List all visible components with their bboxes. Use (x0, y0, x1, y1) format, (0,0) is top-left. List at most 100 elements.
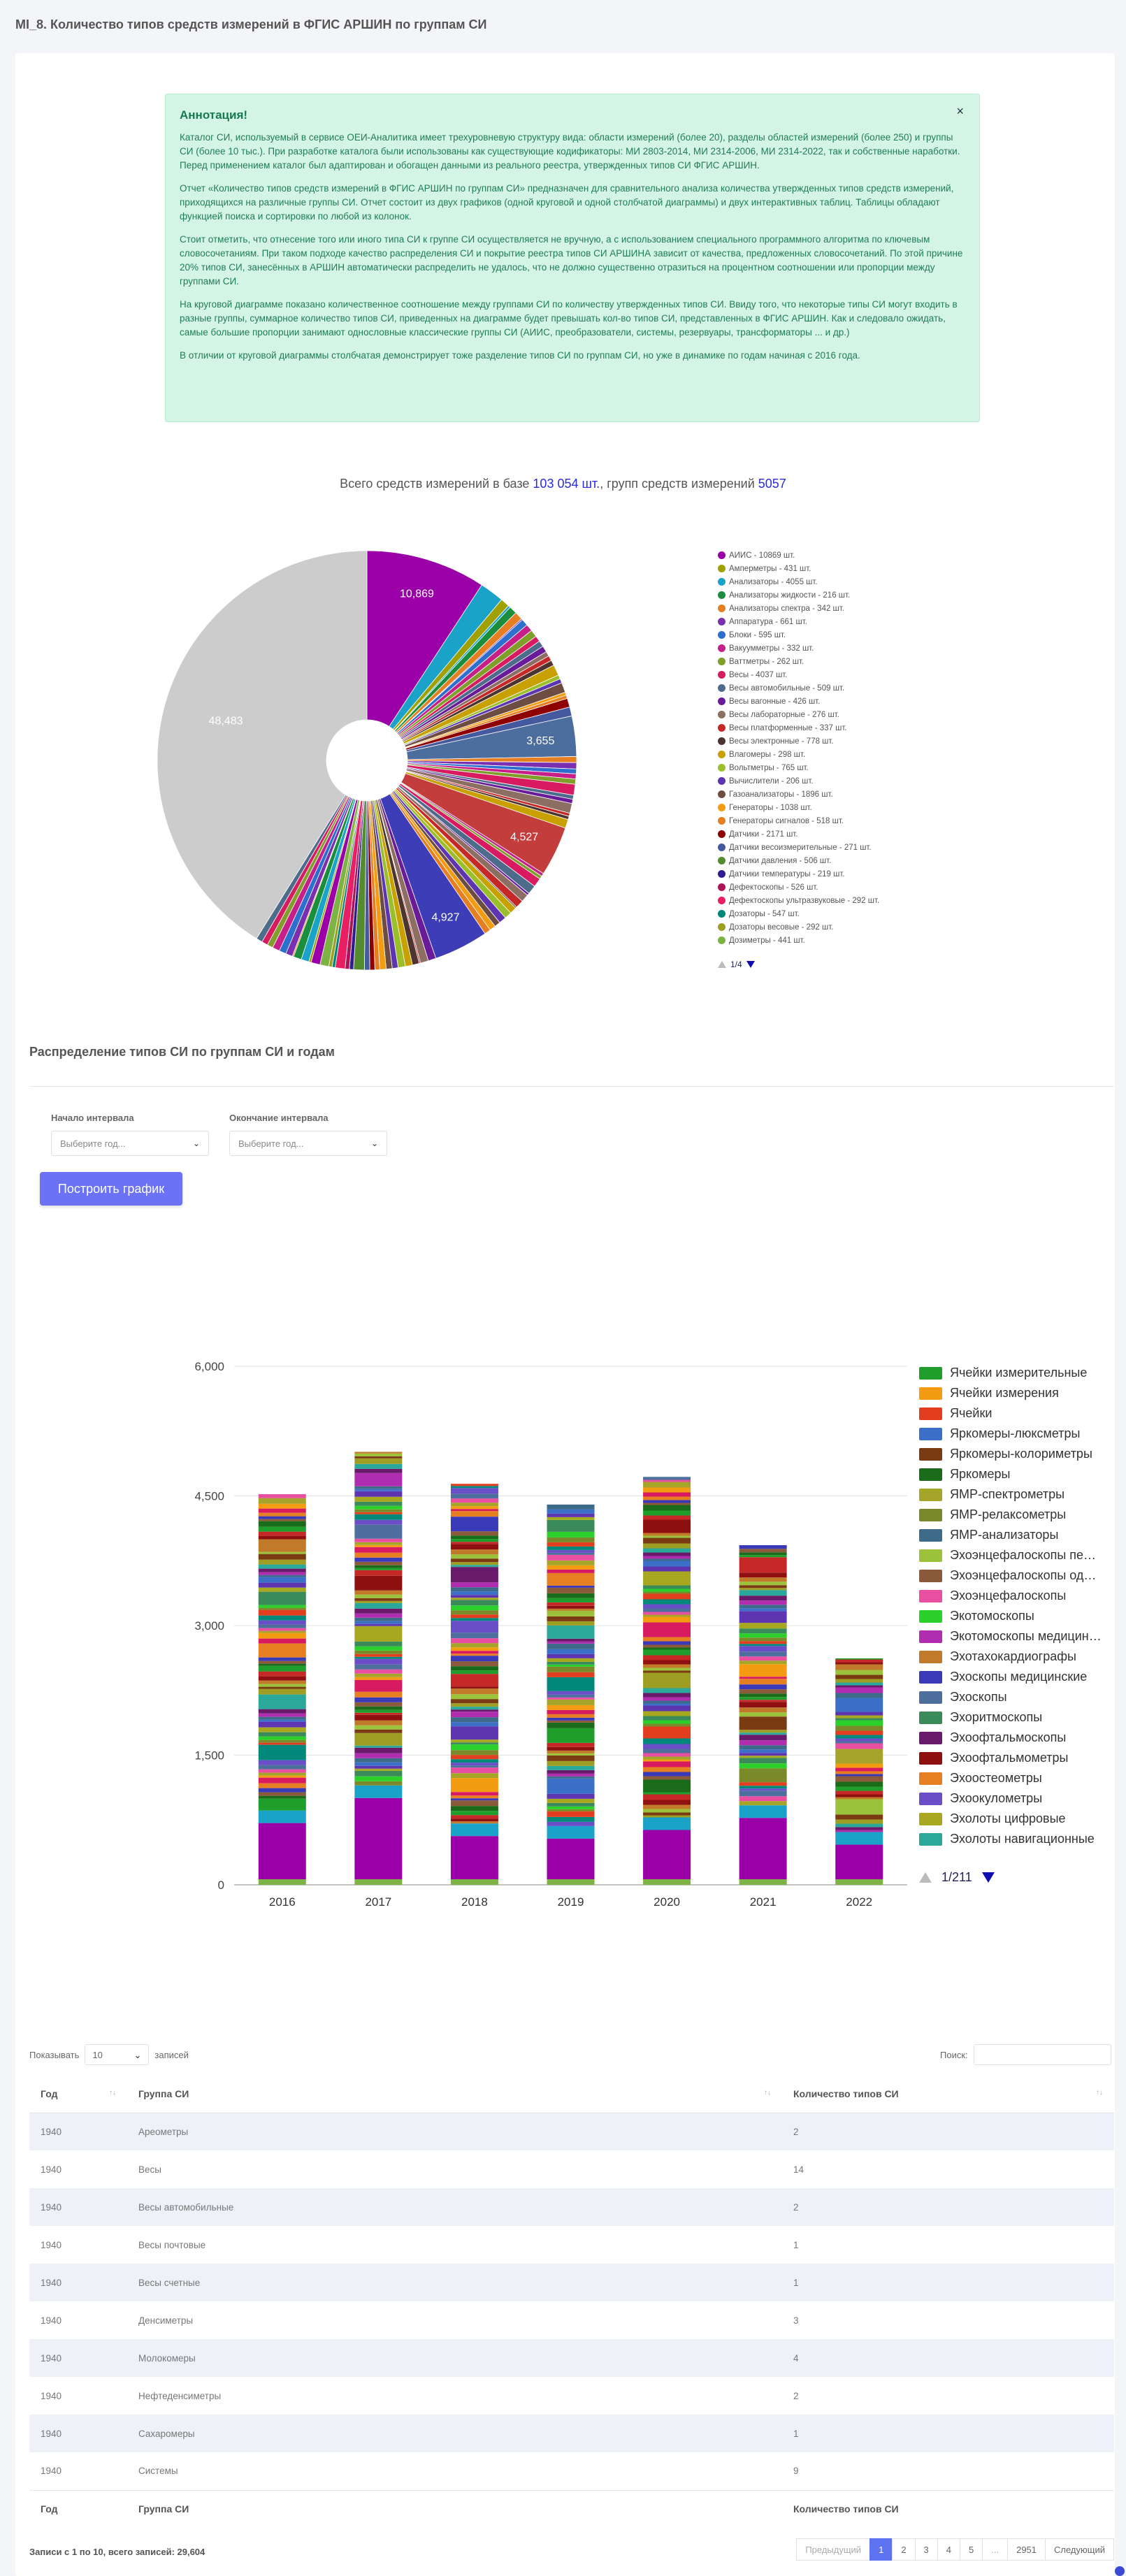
bar-legend-item[interactable]: Эхоостеометры (919, 1768, 1102, 1788)
bar-segment[interactable] (450, 1595, 498, 1598)
bar-segment[interactable] (450, 1717, 498, 1723)
page-button[interactable]: 4 (937, 2538, 961, 2561)
bar-segment[interactable] (450, 1699, 498, 1704)
bar-segment[interactable] (258, 1792, 306, 1796)
bar-segment[interactable] (547, 1753, 595, 1756)
bar-segment[interactable] (643, 1612, 691, 1615)
bar-segment[interactable] (643, 1697, 691, 1701)
bar-segment[interactable] (643, 1667, 691, 1671)
bar-segment[interactable] (354, 1747, 403, 1753)
bar-segment[interactable] (643, 1830, 691, 1879)
bar-segment[interactable] (354, 1598, 403, 1601)
bar-segment[interactable] (258, 1615, 306, 1621)
bar-segment[interactable] (835, 1771, 883, 1774)
bar-segment[interactable] (258, 1577, 306, 1583)
bar-segment[interactable] (739, 1693, 787, 1698)
bar-segment[interactable] (547, 1879, 595, 1885)
bar-segment[interactable] (354, 1552, 403, 1558)
bar-stack[interactable] (258, 1494, 306, 1885)
bar-segment[interactable] (643, 1591, 691, 1594)
pie-legend-item[interactable]: Датчики давления - 506 шт. (718, 854, 879, 867)
bar-segment[interactable] (547, 1672, 595, 1677)
bar-segment[interactable] (739, 1756, 787, 1758)
bar-segment[interactable] (835, 1698, 883, 1712)
bar-segment[interactable] (354, 1453, 403, 1456)
bar-segment[interactable] (354, 1570, 403, 1576)
bar-segment[interactable] (835, 1743, 883, 1749)
bar-segment[interactable] (643, 1804, 691, 1809)
bar-legend-item[interactable]: Эхоофтальмометры (919, 1748, 1102, 1768)
bar-segment[interactable] (258, 1620, 306, 1625)
bar-segment[interactable] (258, 1721, 306, 1728)
bar-segment[interactable] (258, 1575, 306, 1577)
bar-segment[interactable] (450, 1498, 498, 1503)
bar-segment[interactable] (643, 1585, 691, 1589)
bar-segment[interactable] (643, 1688, 691, 1693)
bar-segment[interactable] (258, 1643, 306, 1658)
bar-segment[interactable] (643, 1519, 691, 1533)
bar-segment[interactable] (547, 1569, 595, 1573)
bar-segment[interactable] (739, 1753, 787, 1756)
bar-segment[interactable] (354, 1472, 403, 1486)
bar-segment[interactable] (643, 1616, 691, 1623)
bar-stack[interactable] (354, 1452, 403, 1885)
pie-legend-item[interactable]: Весы - 4037 шт. (718, 668, 879, 681)
bar-segment[interactable] (450, 1605, 498, 1611)
bar-segment[interactable] (835, 1712, 883, 1716)
bar-segment[interactable] (547, 1542, 595, 1547)
bar-segment[interactable] (354, 1542, 403, 1545)
bar-segment[interactable] (643, 1792, 691, 1795)
bar-legend-item[interactable]: Эхоскопы медицинские (919, 1667, 1102, 1687)
bar-segment[interactable] (739, 1605, 787, 1609)
bar-stack[interactable] (835, 1658, 883, 1885)
bar-segment[interactable] (450, 1707, 498, 1710)
bar-segment[interactable] (354, 1501, 403, 1506)
bar-segment[interactable] (354, 1797, 403, 1879)
bar-segment[interactable] (354, 1613, 403, 1618)
bar-segment[interactable] (354, 1608, 403, 1614)
bar-segment[interactable] (547, 1598, 595, 1602)
bar-segment[interactable] (547, 1605, 595, 1609)
bar-segment[interactable] (835, 1738, 883, 1742)
pie-legend-item[interactable]: Дозаторы - 547 шт. (718, 907, 879, 920)
bar-segment[interactable] (450, 1773, 498, 1779)
pie-legend-item[interactable]: Генераторы - 1038 шт. (718, 801, 879, 814)
bar-segment[interactable] (354, 1650, 403, 1654)
bar-segment[interactable] (547, 1509, 595, 1514)
bar-segment[interactable] (835, 1730, 883, 1735)
bar-segment[interactable] (643, 1660, 691, 1665)
bar-segment[interactable] (835, 1844, 883, 1879)
bar-segment[interactable] (739, 1788, 787, 1791)
bar-segment[interactable] (739, 1707, 787, 1713)
bar-segment[interactable] (739, 1572, 787, 1578)
bar-segment[interactable] (354, 1697, 403, 1702)
bar-segment[interactable] (547, 1537, 595, 1542)
bar-segment[interactable] (643, 1776, 691, 1780)
bar-segment[interactable] (354, 1709, 403, 1713)
bar-segment[interactable] (547, 1755, 595, 1761)
bar-segment[interactable] (547, 1664, 595, 1667)
bar-segment[interactable] (354, 1575, 403, 1591)
bar-segment[interactable] (258, 1665, 306, 1672)
bar-segment[interactable] (547, 1765, 595, 1770)
bar-segment[interactable] (547, 1560, 595, 1565)
arrow-down-icon[interactable] (981, 1872, 995, 1883)
bar-segment[interactable] (643, 1879, 691, 1885)
bar-segment[interactable] (450, 1591, 498, 1595)
bar-segment[interactable] (547, 1517, 595, 1520)
scroll-top-icon[interactable] (1115, 2566, 1125, 2576)
bar-segment[interactable] (450, 1694, 498, 1700)
bar-segment[interactable] (258, 1719, 306, 1722)
bar-segment[interactable] (739, 1689, 787, 1694)
bar-segment[interactable] (739, 1577, 787, 1582)
bar-segment[interactable] (258, 1772, 306, 1776)
bar-segment[interactable] (450, 1765, 498, 1768)
bar-segment[interactable] (354, 1590, 403, 1595)
bar-segment[interactable] (258, 1676, 306, 1681)
bar-segment[interactable] (354, 1732, 403, 1746)
bar-legend-item[interactable]: Эхоэнцефалоскопы (919, 1586, 1102, 1606)
page-button[interactable]: 1 (869, 2538, 893, 2561)
bar-segment[interactable] (450, 1823, 498, 1837)
bar-segment[interactable] (547, 1621, 595, 1626)
bar-segment[interactable] (354, 1879, 403, 1885)
